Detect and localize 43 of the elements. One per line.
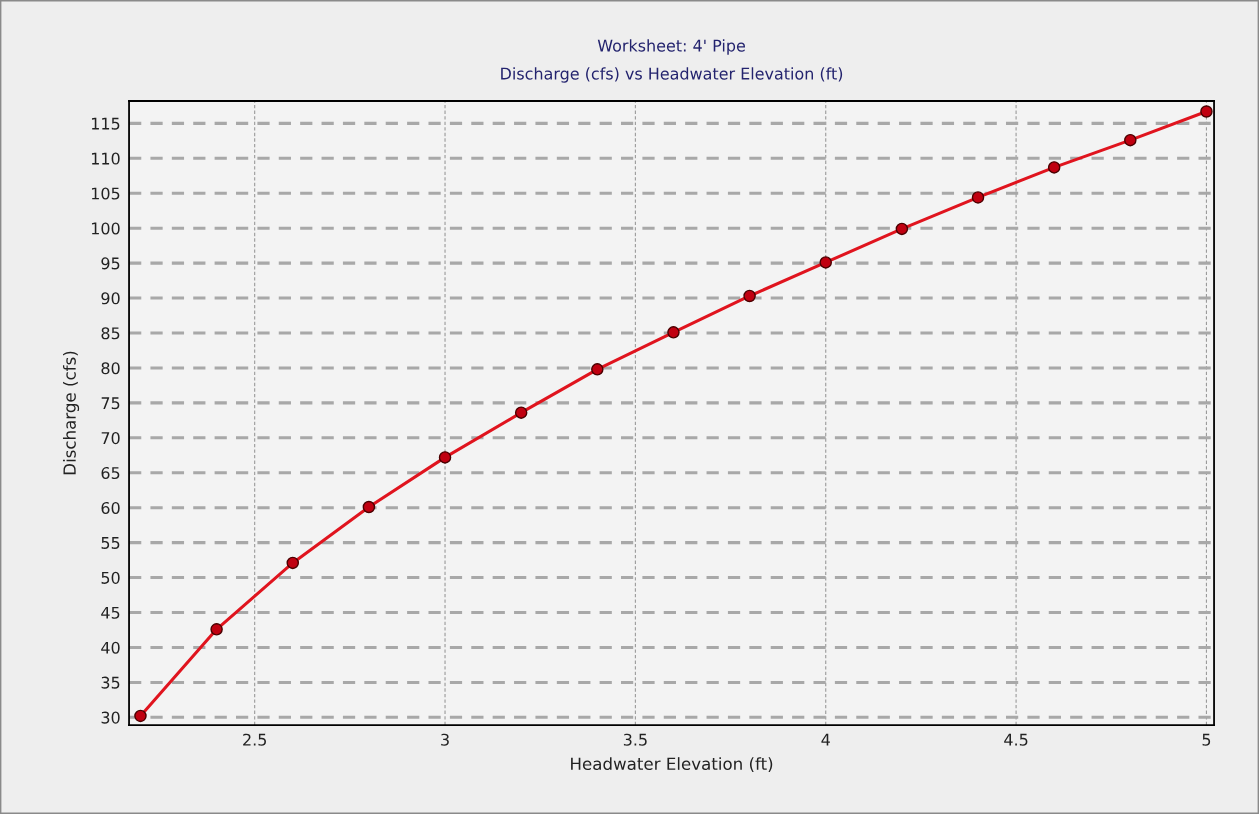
y-tick-label: 105 bbox=[91, 187, 120, 200]
x-tick-label: 3.5 bbox=[623, 733, 647, 746]
point bbox=[971, 191, 985, 204]
point bbox=[591, 363, 604, 376]
chart-subtitle: Discharge (cfs) vs Headwater Elevation (ft) bbox=[501, 67, 843, 83]
point bbox=[667, 326, 680, 339]
point bbox=[819, 256, 832, 269]
y-tick-label: 65 bbox=[101, 466, 120, 480]
y-tick-label: 40 bbox=[101, 641, 120, 654]
y-tick-label: 115 bbox=[91, 117, 120, 130]
point bbox=[743, 289, 756, 303]
x-axis-title: Headwater Elevation (ft) bbox=[571, 757, 773, 773]
chart-title: Worksheet: 4' Pipe bbox=[597, 39, 745, 55]
y-tick-label: 75 bbox=[101, 397, 120, 410]
y-tick-label: 45 bbox=[101, 606, 120, 619]
x-tick-label: 4 bbox=[821, 733, 830, 746]
x-tick-label: 5 bbox=[1202, 733, 1211, 746]
y-axis-title: Discharge (cfs) bbox=[62, 351, 80, 475]
y-tick-label: 70 bbox=[101, 432, 120, 445]
x-tick-label: 3 bbox=[441, 733, 449, 746]
y-tick-label: 100 bbox=[91, 222, 120, 235]
y-tick-label: 90 bbox=[101, 292, 120, 305]
y-tick-label: 85 bbox=[101, 327, 120, 340]
point bbox=[514, 406, 528, 419]
point bbox=[362, 500, 376, 514]
x-tick-label: 2.5 bbox=[243, 733, 266, 746]
y-tick-label: 60 bbox=[101, 501, 120, 514]
point bbox=[1047, 161, 1061, 174]
y-tick-label: 110 bbox=[91, 152, 120, 165]
point bbox=[1200, 105, 1213, 118]
y-tick-label: 80 bbox=[101, 362, 120, 375]
point bbox=[286, 556, 300, 570]
point bbox=[895, 222, 909, 236]
point bbox=[210, 623, 223, 636]
point bbox=[438, 451, 452, 464]
point bbox=[134, 709, 147, 723]
y-tick-label: 95 bbox=[101, 257, 120, 270]
y-tick-label: 35 bbox=[101, 676, 120, 689]
x-tick-label: 4.5 bbox=[1004, 733, 1028, 746]
y-tick-label: 55 bbox=[101, 537, 120, 549]
y-tick-label: 50 bbox=[101, 571, 120, 584]
y-tick-label: 30 bbox=[101, 711, 120, 724]
point bbox=[1124, 133, 1137, 147]
